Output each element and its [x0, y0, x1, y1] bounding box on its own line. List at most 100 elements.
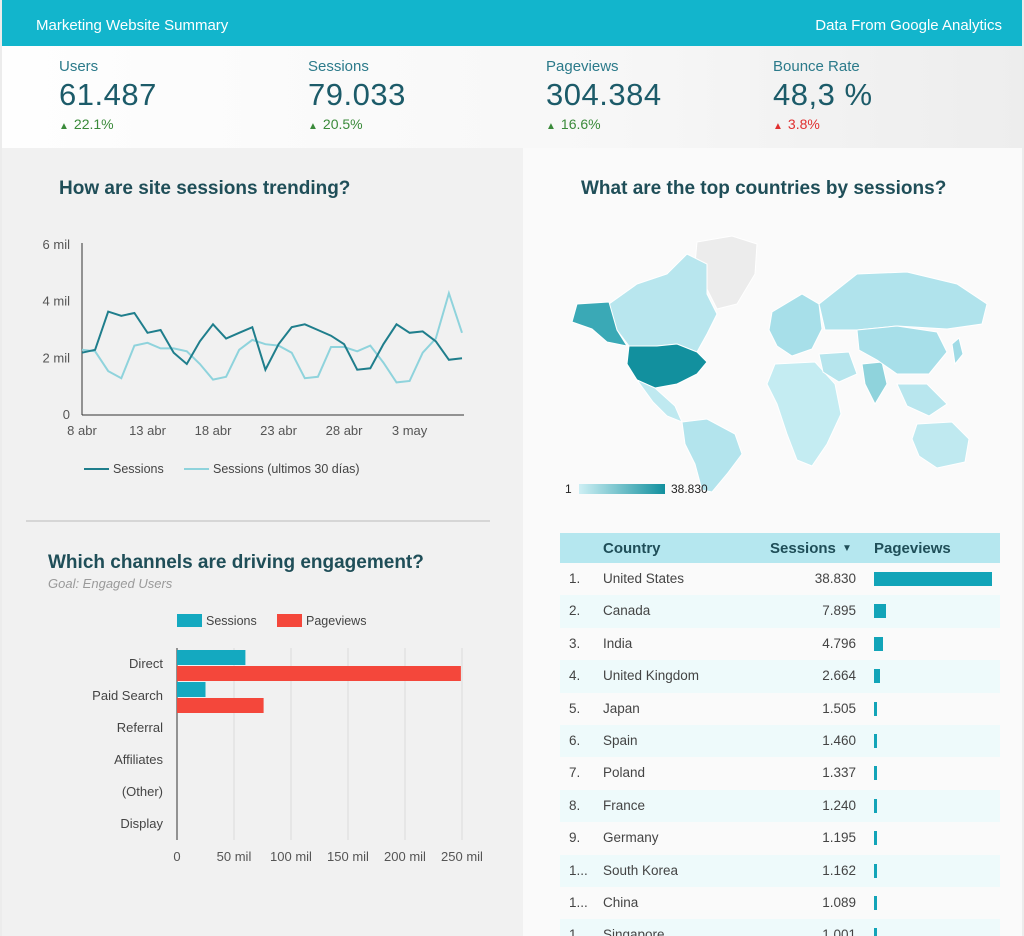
kpi-label: Pageviews — [546, 58, 619, 75]
channels-subtitle: Goal: Engaged Users — [48, 576, 173, 591]
y-tick-label: 2 mil — [43, 350, 71, 365]
section-divider — [26, 520, 490, 522]
category-label: Paid Search — [92, 688, 163, 703]
map-region-middle-east — [818, 351, 858, 383]
table-row[interactable]: 6. Spain 1.460 — [560, 724, 1000, 758]
sessions-value: 4.796 — [822, 635, 856, 651]
legend-label: Sessions — [113, 462, 164, 476]
category-label: Display — [120, 816, 163, 831]
pageviews-bar — [874, 895, 877, 910]
x-tick-label: 28 abr — [326, 423, 364, 438]
sessions-value: 1.195 — [822, 830, 856, 846]
y-tick-label: 6 mil — [43, 237, 71, 252]
top-bar: Marketing Website Summary Data From Goog… — [2, 0, 1022, 46]
sessions-line-chart[interactable]: 0 2 mil 4 mil 6 mil 8 abr 13 abr 18 abr 23 abr 2… — [2, 218, 502, 488]
table-row[interactable]: 1... South Korea 1.162 — [560, 854, 1000, 887]
right-panel: What are the top countries by sessions? — [523, 148, 1022, 936]
map-region-africa — [766, 361, 842, 467]
category-label: Affiliates — [114, 752, 163, 767]
kpi-value: 79.033 — [308, 77, 406, 112]
table-row[interactable]: 4. United Kingdom 2.664 — [560, 660, 1000, 693]
country-name: France — [603, 797, 646, 813]
sessions-bar — [177, 650, 246, 665]
sort-desc-icon[interactable]: ▼ — [842, 543, 852, 554]
map-color-scale: 1 38.830 — [565, 482, 725, 496]
row-index: 1. — [569, 571, 581, 586]
row-index: 1... — [569, 894, 588, 910]
kpi-label: Sessions — [308, 58, 369, 75]
x-tick-label: 18 abr — [195, 423, 233, 438]
kpi-users[interactable]: Users 61.487 ▲ 22.1% — [59, 58, 157, 132]
map-region-united-states — [626, 343, 708, 389]
sessions-value: 1.337 — [822, 765, 856, 781]
pageviews-bar — [874, 928, 877, 936]
data-source-label: Data From Google Analytics — [815, 17, 1002, 34]
sessions-value: 1.162 — [822, 862, 856, 878]
table-header: Country Sessions ▼ Pageviews — [560, 533, 1000, 563]
map-region-russia — [818, 271, 988, 331]
pageviews-bar — [874, 604, 886, 619]
table-row[interactable]: 3. India 4.796 — [560, 628, 1000, 660]
world-map[interactable] — [557, 234, 997, 494]
table-row[interactable]: 8. France 1.240 — [560, 789, 1000, 823]
map-region-alaska — [571, 301, 629, 347]
column-header-sessions[interactable]: Sessions — [770, 540, 836, 557]
table-row[interactable]: 2. Canada 7.895 — [560, 595, 1000, 628]
x-tick-label: 200 mil — [384, 849, 426, 864]
country-name: China — [603, 894, 639, 910]
arrow-up-icon: ▲ — [59, 121, 69, 132]
country-name: India — [603, 635, 633, 651]
country-name: Canada — [603, 603, 651, 619]
kpi-delta: ▲ 3.8% — [773, 116, 873, 132]
kpi-sessions[interactable]: Sessions 79.033 ▲ 20.5% — [308, 58, 406, 132]
x-tick-label: 8 abr — [67, 423, 97, 438]
y-tick-label: 4 mil — [43, 294, 71, 309]
x-tick-label: 0 — [173, 849, 180, 864]
map-region-china — [856, 325, 948, 375]
sessions-value: 2.664 — [822, 668, 856, 684]
column-header-country[interactable]: Country — [603, 540, 661, 557]
sessions-value: 1.240 — [822, 797, 856, 813]
pageviews-bar — [874, 766, 877, 781]
map-region-southeast-asia — [896, 383, 948, 417]
table-row[interactable]: 1... China 1.089 — [560, 887, 1000, 919]
kpi-value: 304.384 — [546, 77, 662, 112]
report-title: Marketing Website Summary — [36, 17, 229, 34]
table-row[interactable]: 9. Germany 1.195 — [560, 822, 1000, 854]
y-tick-label: 0 — [63, 407, 70, 422]
column-header-pageviews[interactable]: Pageviews — [874, 540, 951, 557]
countries-table: Country Sessions ▼ Pageviews 1. United St… — [560, 533, 1000, 936]
kpi-bounce-rate[interactable]: Bounce Rate 48,3 % ▲ 3.8% — [773, 58, 873, 132]
pageviews-bar — [874, 701, 877, 716]
pageviews-bar — [874, 863, 877, 878]
map-scale-gradient — [579, 484, 665, 494]
kpi-value: 48,3 % — [773, 77, 873, 112]
channels-bar-chart[interactable]: 0 50 mil 100 mil 150 mil 200 mil 250 mil Direc… — [2, 608, 522, 928]
row-index: 1... — [569, 927, 588, 936]
x-tick-label: 23 abr — [260, 423, 298, 438]
table-row[interactable]: 1... Singapore 1.001 — [560, 919, 1000, 936]
pageviews-bar — [177, 666, 461, 681]
sessions-value: 38.830 — [814, 571, 856, 586]
category-label: Referral — [117, 720, 163, 735]
x-tick-label: 150 mil — [327, 849, 369, 864]
country-name: South Korea — [603, 862, 679, 878]
country-name: United Kingdom — [603, 668, 700, 684]
x-tick-label: 100 mil — [270, 849, 312, 864]
sessions-prev-series-line — [81, 289, 463, 384]
x-tick-label: 13 abr — [129, 423, 167, 438]
map-region-japan — [951, 337, 964, 366]
table-row[interactable]: 1. United States 38.830 — [560, 563, 1000, 595]
kpi-delta: ▲ 20.5% — [308, 116, 406, 132]
kpi-pageviews[interactable]: Pageviews 304.384 ▲ 16.6% — [546, 58, 662, 132]
map-region-canada — [608, 253, 718, 353]
row-index: 2. — [569, 603, 581, 619]
table-row[interactable]: 5. Japan 1.505 — [560, 693, 1000, 725]
table-row[interactable]: 7. Poland 1.337 — [560, 757, 1000, 789]
kpi-delta: ▲ 16.6% — [546, 116, 662, 132]
x-tick-label: 50 mil — [217, 849, 252, 864]
pageviews-bar — [874, 669, 880, 684]
row-index: 9. — [569, 830, 581, 846]
map-region-europe — [768, 293, 823, 357]
